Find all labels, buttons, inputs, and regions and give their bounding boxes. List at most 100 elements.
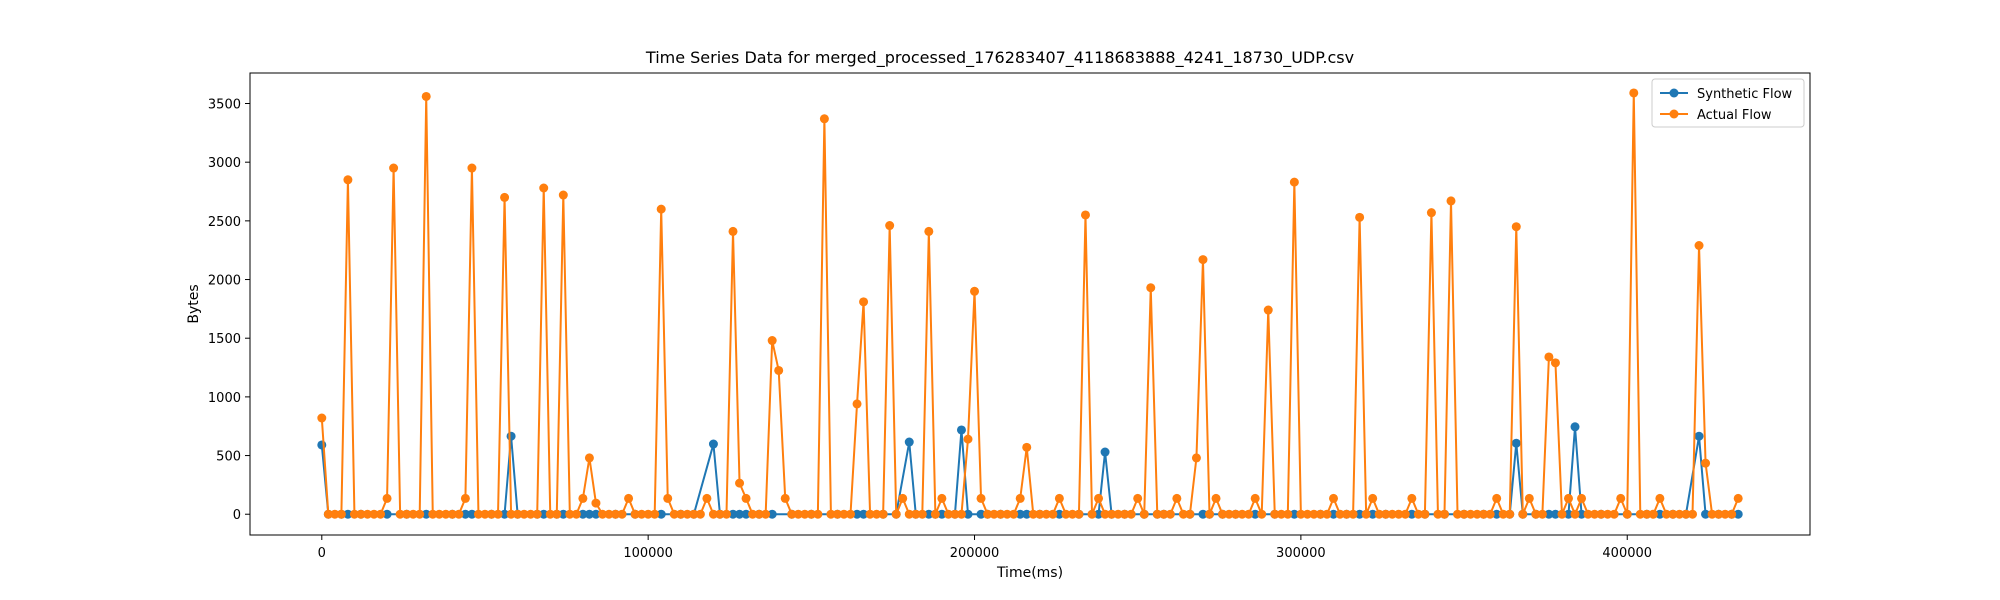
data-point [1289,177,1299,187]
data-point [800,509,810,519]
x-axis: 0 100000 200000 300000 400000 [318,535,1652,561]
data-point [323,509,333,519]
data-point [1165,509,1175,519]
data-point [1622,509,1632,519]
data-point [904,509,914,519]
data-point [506,431,516,441]
data-point [748,509,758,519]
data-point [1335,509,1345,519]
data-point [1276,509,1286,519]
data-point [826,509,836,519]
data-point [1342,509,1352,519]
data-point [1400,509,1410,519]
data-point [1505,509,1515,519]
data-point [1609,509,1619,519]
data-point [859,509,869,519]
data-point [852,509,862,519]
data-point [1035,509,1045,519]
data-point [545,509,555,519]
data-point [983,509,993,519]
data-point [761,509,771,519]
data-point [454,509,464,519]
data-point [1701,509,1711,519]
data-point [369,509,379,519]
data-point [1146,283,1156,293]
data-point [1674,509,1684,519]
data-point [1420,509,1430,519]
data-point [1518,509,1528,519]
data-point [1250,509,1260,519]
data-point [682,509,692,519]
data-point [500,192,510,202]
data-point [578,509,588,519]
data-point [708,439,718,449]
data-point [917,509,927,519]
y-axis: 0 500 1000 1500 2000 2500 3000 3500 [208,98,250,523]
data-point [1629,88,1639,98]
legend: Synthetic Flow Actual Flow [1651,78,1805,128]
data-point [813,509,823,519]
data-point [1087,509,1097,519]
data-point [428,509,438,519]
data-point [1094,493,1104,503]
data-point [643,509,653,519]
data-point [1524,493,1534,503]
data-point [552,509,562,519]
data-point [1407,509,1417,519]
data-point [1570,422,1580,432]
data-point [996,509,1006,519]
data-point [1191,453,1201,463]
data-point [1100,509,1110,519]
data-point [1694,431,1704,441]
data-point [1296,509,1306,519]
data-point [819,114,829,124]
data-point [872,509,882,519]
data-point [389,163,399,173]
legend-box [1651,78,1805,128]
data-point [473,509,483,519]
y-tick-label: 2000 [208,274,241,289]
data-point [741,493,751,503]
data-point [558,509,568,519]
data-point [721,509,731,519]
data-point [676,509,686,519]
x-axis-label: Time(ms) [996,565,1063,581]
data-point [1459,509,1469,519]
data-point [415,509,425,519]
data-point [402,509,412,519]
data-point [1015,493,1025,503]
data-point [558,190,568,200]
data-point [1550,358,1560,368]
data-point [1648,509,1658,519]
data-point [362,509,372,519]
data-point [963,509,973,519]
data-point [604,509,614,519]
data-point [630,509,640,519]
data-point [408,509,418,519]
data-point [1492,509,1502,519]
data-point [885,221,895,231]
x-tick-label: 200000 [950,546,1000,561]
data-point [767,509,777,519]
data-point [1707,509,1717,519]
data-point [1492,493,1502,503]
x-tick-label: 300000 [1276,546,1326,561]
data-point [1603,509,1613,519]
y-tick-label: 0 [233,508,241,523]
data-point [1655,509,1665,519]
data-point [1544,352,1554,362]
data-point [1302,509,1312,519]
data-point [1107,509,1117,519]
data-point [1426,208,1436,218]
data-point [1126,509,1136,519]
data-point [1733,493,1743,503]
legend-item: Actual Flow [1660,108,1772,123]
data-point [1550,509,1560,519]
data-point [1466,509,1476,519]
data-point [1368,509,1378,519]
data-point [382,509,392,519]
data-point [571,509,581,519]
data-point [1054,509,1064,519]
data-point [1446,196,1456,206]
